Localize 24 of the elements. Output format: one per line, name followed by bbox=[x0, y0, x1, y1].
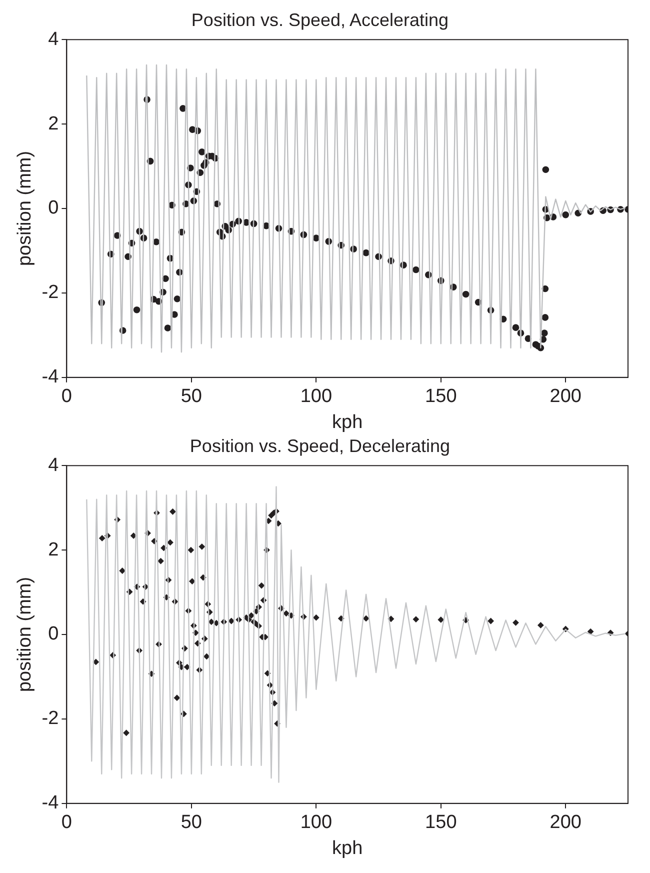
y-axis-title: position (mm) bbox=[14, 150, 36, 266]
x-tick-label: 200 bbox=[550, 386, 582, 408]
y-axis-title: position (mm) bbox=[14, 576, 36, 692]
y-tick-label: 4 bbox=[48, 454, 60, 476]
y-tick-label: -4 bbox=[42, 366, 60, 388]
x-axis-title: kph bbox=[332, 838, 363, 859]
x-tick-label: 150 bbox=[425, 386, 457, 408]
y-tick-label: 0 bbox=[48, 198, 59, 219]
x-tick-label: 50 bbox=[180, 386, 202, 408]
y-tick-label: 2 bbox=[48, 113, 59, 134]
y-tick-label: -2 bbox=[42, 708, 59, 730]
x-axis-title: kph bbox=[332, 412, 363, 433]
x-tick-label: 150 bbox=[425, 812, 457, 834]
x-tick-label: 200 bbox=[550, 812, 582, 834]
chart-title: Position vs. Speed, Accelerating bbox=[191, 10, 449, 30]
y-tick-label: 4 bbox=[48, 28, 60, 50]
y-tick-label: 2 bbox=[48, 539, 59, 560]
x-tick-label: 50 bbox=[180, 812, 202, 834]
y-tick-label: -2 bbox=[42, 282, 59, 304]
chart-title: Position vs. Speed, Decelerating bbox=[190, 436, 450, 456]
y-tick-label: 0 bbox=[48, 624, 59, 645]
y-tick-label: -4 bbox=[42, 792, 60, 814]
x-tick-label: 100 bbox=[300, 812, 332, 834]
x-tick-label: 100 bbox=[300, 386, 332, 408]
